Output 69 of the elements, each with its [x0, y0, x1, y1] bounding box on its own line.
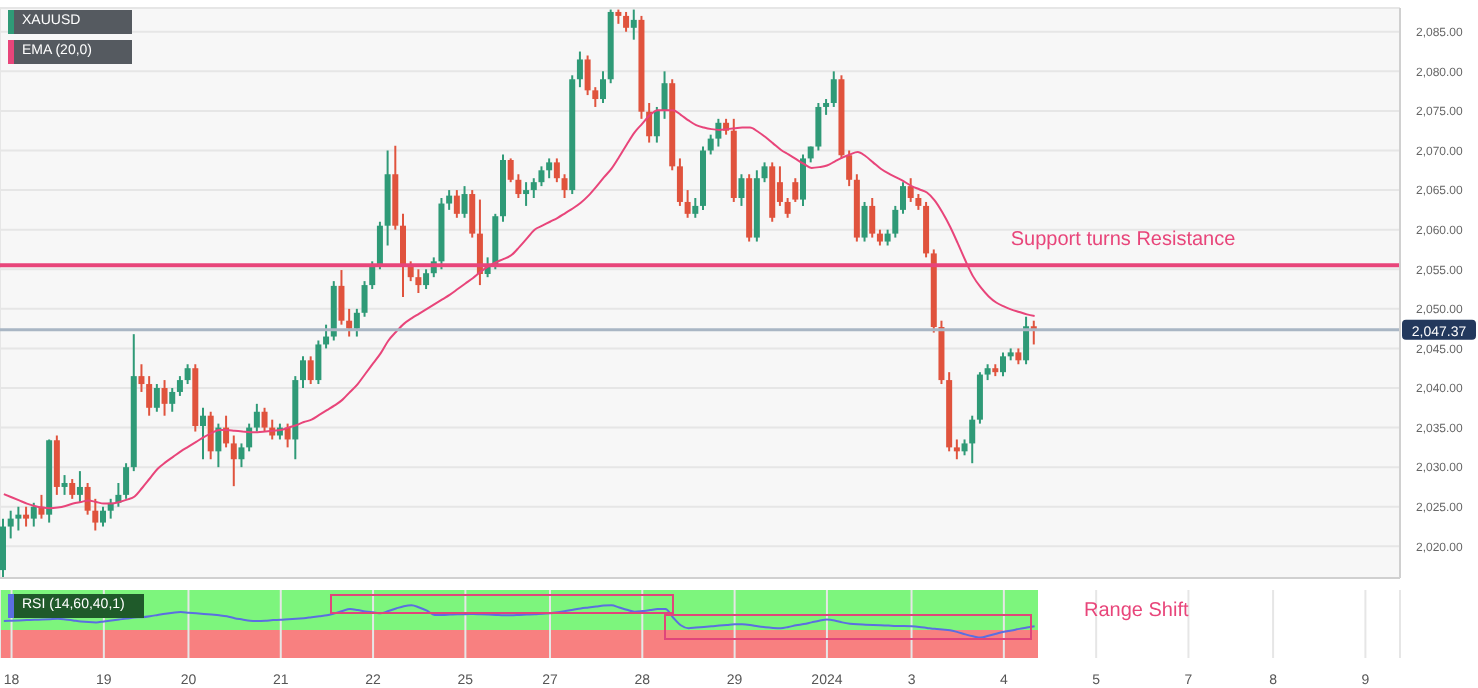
ref-line-label: Support turns Resistance [1010, 229, 1237, 252]
candlestick [630, 8, 637, 41]
candlestick [338, 269, 345, 326]
candlestick [846, 149, 853, 188]
candlestick [30, 501, 37, 528]
candlestick [446, 189, 453, 211]
candlestick [869, 197, 876, 239]
candlestick [923, 200, 930, 259]
candlestick [253, 402, 260, 433]
candlestick [653, 105, 660, 144]
candlestick [815, 102, 822, 152]
candlestick [315, 339, 322, 386]
candlestick [53, 434, 60, 496]
candlestick [1023, 315, 1030, 366]
candlestick [900, 181, 906, 215]
candlestick [146, 375, 153, 417]
candlestick [953, 438, 960, 461]
candlestick [61, 474, 68, 496]
candlestick [184, 363, 191, 386]
candlestick [23, 505, 30, 528]
candlestick [1000, 351, 1006, 378]
candlestick [76, 470, 83, 504]
candlestick [523, 181, 530, 207]
candlestick [0, 517, 6, 578]
candlestick [469, 189, 476, 239]
candlestick [830, 70, 837, 108]
candlestick [661, 70, 668, 120]
candlestick [69, 478, 76, 500]
candlestick [200, 406, 206, 461]
candlestick [15, 505, 22, 532]
candlestick [692, 197, 699, 219]
candlestick [423, 268, 430, 291]
candlestick [684, 189, 691, 219]
candlestick [453, 189, 460, 219]
candlestick [261, 406, 268, 433]
candlestick [561, 173, 568, 199]
candlestick [546, 157, 553, 180]
candlestick [153, 383, 160, 413]
candlestick [861, 200, 868, 243]
candlestick [161, 379, 168, 417]
candlestick [300, 355, 306, 389]
candlestick [600, 70, 606, 104]
annotation: Range Shift [1084, 600, 1189, 622]
candlestick [176, 375, 183, 397]
candlestick [800, 153, 806, 207]
candlestick [169, 387, 176, 413]
candlestick [976, 371, 983, 425]
candlestick [207, 410, 214, 461]
candlestick [100, 505, 106, 528]
candlestick [307, 355, 314, 386]
candlestick [138, 363, 145, 393]
candlestick [461, 185, 468, 219]
candlestick [376, 220, 383, 271]
candlestick [576, 50, 583, 89]
candlestick [623, 10, 630, 33]
candlestick [738, 173, 745, 207]
candlestick [892, 204, 899, 239]
candlestick [761, 161, 768, 184]
candlestick [238, 442, 245, 469]
candlestick [907, 177, 914, 203]
candlestick [353, 307, 360, 338]
candlestick [969, 414, 976, 465]
candlestick [415, 268, 422, 294]
candlestick [553, 157, 560, 184]
candlestick [230, 434, 237, 488]
candlestick [123, 462, 130, 500]
candlestick [7, 509, 14, 540]
candlestick [676, 157, 683, 207]
candlestick [400, 212, 406, 298]
